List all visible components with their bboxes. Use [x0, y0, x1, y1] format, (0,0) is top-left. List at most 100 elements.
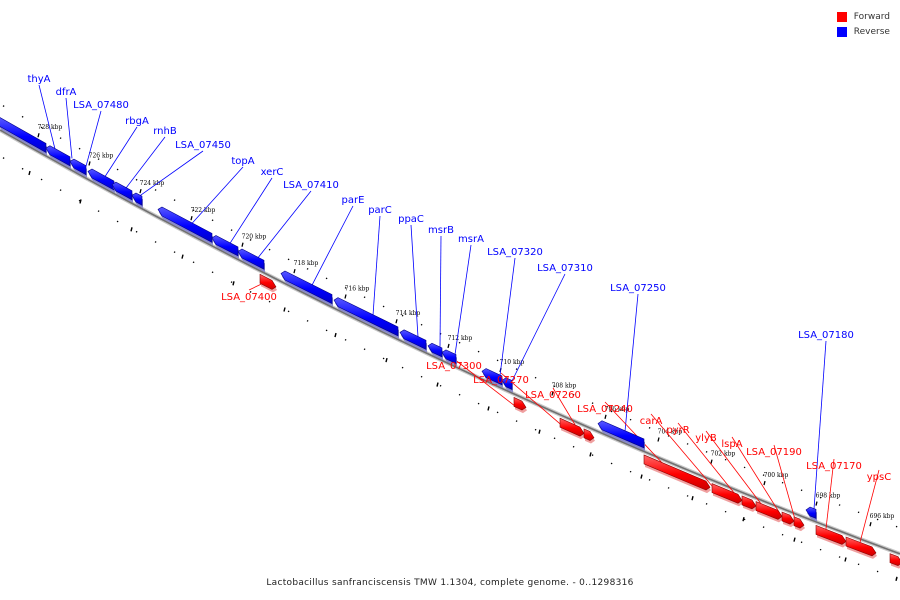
- gene-block-topa[interactable]: [157, 206, 213, 243]
- gene-label-msrb[interactable]: msrB: [428, 225, 454, 236]
- gene-label-ypsc[interactable]: ypsC: [867, 472, 891, 483]
- gene-block-lsa_07400[interactable]: [259, 273, 277, 290]
- upper-dotted-guide: [648, 427, 651, 429]
- tick-label: 714 kbp: [396, 310, 421, 317]
- upper-dotted-guide: [249, 239, 252, 241]
- legend-forward-label: Forward: [853, 11, 890, 22]
- gene-block-lspa[interactable]: [781, 511, 795, 525]
- gene-label-lsa_07480[interactable]: LSA_07480: [73, 100, 129, 111]
- gene-label-lsa_07180[interactable]: LSA_07180: [798, 330, 854, 341]
- gene-block-thya[interactable]: [0, 117, 47, 154]
- lower-major-tick: [793, 537, 796, 542]
- tick-label: 706 kbp: [605, 406, 630, 413]
- gene-label-rnhb[interactable]: rnhB: [153, 126, 177, 137]
- gene-label-rbga[interactable]: rbgA: [125, 116, 149, 127]
- gene-block-edge-partial[interactable]: [889, 553, 900, 566]
- gene-label-lsa_07250[interactable]: LSA_07250: [610, 283, 666, 294]
- gene-block-lsa_07260[interactable]: [583, 428, 595, 441]
- lower-dotted-guide: [610, 462, 613, 465]
- gene-block-lsa_07480[interactable]: [69, 158, 87, 176]
- legend-item-reverse: Reverse: [836, 24, 890, 39]
- gene-label-pare[interactable]: parE: [342, 195, 365, 206]
- upper-dotted-guide: [401, 314, 404, 317]
- gene-block-pyrr[interactable]: [741, 495, 757, 510]
- gene-block-dfra[interactable]: [45, 145, 71, 167]
- gene-block-rbga[interactable]: [87, 168, 115, 191]
- gene-block-lsa_07250[interactable]: [597, 420, 645, 449]
- tick-label: 716 kbp: [345, 285, 370, 292]
- lower-dotted-guide: [154, 241, 157, 243]
- gene-leader: [624, 293, 639, 432]
- upper-dotted-guide: [268, 248, 271, 251]
- gene-block-lsa_07410[interactable]: [237, 248, 265, 270]
- gene-label-lsa_07410[interactable]: LSA_07410: [283, 180, 339, 191]
- lower-major-tick: [844, 557, 847, 562]
- gene-block-parc[interactable]: [333, 297, 399, 337]
- lower-dotted-guide: [591, 454, 594, 457]
- gene-label-xerc[interactable]: xerC: [261, 167, 284, 178]
- gene-block-lsa_07180[interactable]: [805, 506, 817, 519]
- gene-label-msra[interactable]: msrA: [458, 234, 484, 245]
- gene-label-lsa_07300[interactable]: LSA_07300: [426, 361, 482, 372]
- upper-major-tick: [293, 268, 296, 274]
- gene-label-topa[interactable]: topA: [231, 156, 254, 167]
- lower-major-tick: [28, 170, 31, 176]
- upper-major-tick: [551, 391, 554, 396]
- upper-dotted-guide: [40, 126, 43, 129]
- gene-label-lsa_07310[interactable]: LSA_07310: [537, 263, 593, 274]
- gene-block-lsa_07320[interactable]: [481, 368, 503, 386]
- gene-block-msrb[interactable]: [427, 342, 443, 358]
- lower-dotted-guide: [686, 495, 689, 497]
- gene-block-lsa_07270[interactable]: [559, 417, 585, 437]
- gene-leader: [229, 177, 273, 244]
- upper-dotted-guide: [21, 115, 24, 118]
- gene-block-xerc[interactable]: [211, 235, 239, 257]
- upper-dotted-guide: [420, 323, 423, 326]
- gene-leader: [104, 126, 138, 177]
- lower-dotted-guide: [135, 230, 138, 233]
- lower-dotted-guide: [59, 189, 62, 192]
- lower-dotted-guide: [648, 479, 651, 481]
- gene-label-pyrr[interactable]: pyrR: [666, 425, 689, 436]
- gene-block-lsa_07450[interactable]: [131, 192, 143, 206]
- gene-block-lsa_07310[interactable]: [501, 377, 513, 390]
- gene-label-lsa_07320[interactable]: LSA_07320: [487, 247, 543, 258]
- gene-label-thya[interactable]: thyA: [27, 74, 50, 85]
- lower-dotted-guide: [211, 271, 214, 274]
- gene-block-lsa_07300[interactable]: [513, 396, 527, 411]
- gene-label-dfra[interactable]: dfrA: [56, 87, 77, 98]
- gene-label-lsa_07170[interactable]: LSA_07170: [806, 461, 862, 472]
- gene-label-lspa[interactable]: lspA: [721, 439, 742, 450]
- upper-dotted-guide: [59, 137, 62, 140]
- gene-label-lsa_07260[interactable]: LSA_07260: [525, 390, 581, 401]
- gene-block-lsa_07190[interactable]: [793, 516, 805, 529]
- lower-dotted-guide: [382, 357, 385, 360]
- gene-block-ypsc[interactable]: [845, 536, 877, 557]
- gene-label-lsa_07240[interactable]: LSA_07240: [577, 404, 633, 415]
- lower-major-tick: [895, 576, 898, 581]
- upper-dotted-guide: [667, 435, 670, 437]
- gene-block-lsa_07240[interactable]: [643, 454, 711, 491]
- gene-label-ylyb[interactable]: ylyB: [695, 433, 717, 444]
- gene-block-msra[interactable]: [441, 349, 457, 365]
- gene-block-pare[interactable]: [280, 270, 333, 305]
- lower-dotted-guide: [420, 375, 423, 378]
- gene-label-ppac[interactable]: ppaC: [398, 214, 424, 225]
- legend: Forward Reverse: [836, 9, 890, 39]
- lower-dotted-guide: [401, 366, 404, 369]
- genome-caption: Lactobacillus sanfranciscensis TMW 1.130…: [266, 578, 634, 588]
- gene-label-lsa_07190[interactable]: LSA_07190: [746, 447, 802, 458]
- gene-block-lsa_07170[interactable]: [815, 524, 847, 545]
- gene-label-lsa_07450[interactable]: LSA_07450: [175, 140, 231, 151]
- gene-block-rnhb[interactable]: [111, 181, 133, 201]
- gene-label-parc[interactable]: parC: [368, 205, 392, 216]
- gene-label-cara[interactable]: carA: [640, 416, 663, 427]
- lower-dotted-guide: [515, 420, 518, 422]
- gene-block-ppac[interactable]: [399, 329, 427, 350]
- gene-label-lsa_07400[interactable]: LSA_07400: [221, 292, 277, 303]
- gene-label-lsa_07270[interactable]: LSA_07270: [473, 375, 529, 386]
- gene-block-cara[interactable]: [711, 483, 743, 504]
- upper-major-tick: [190, 216, 193, 221]
- upper-dotted-guide: [363, 296, 366, 299]
- gene-block-ylyb[interactable]: [755, 501, 783, 520]
